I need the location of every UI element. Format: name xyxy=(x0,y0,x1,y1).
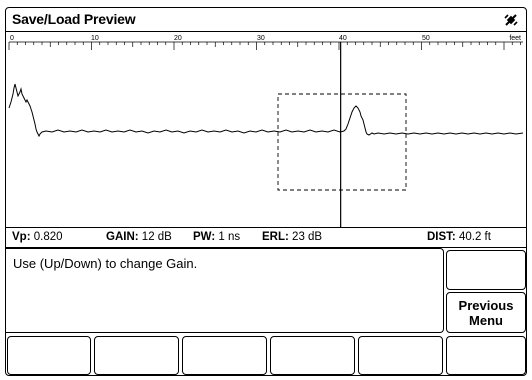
waveform-trace xyxy=(8,83,524,138)
scale-label-40: 40 xyxy=(339,35,347,42)
unit-label: feet xyxy=(509,35,521,42)
waveform-display[interactable]: 0 10 20 30 40 50 feet xyxy=(6,32,526,228)
gain-readout: GAIN: 12 dB xyxy=(106,231,172,243)
tdr-screen: Save/Load Preview 0 10 20 30 40 50 feet … xyxy=(5,7,527,376)
softkey-right-1[interactable] xyxy=(446,250,526,290)
message-area: Use (Up/Down) to change Gain. xyxy=(6,248,444,333)
softkey-bottom-6[interactable] xyxy=(446,336,526,375)
zoom-window[interactable] xyxy=(277,93,407,191)
scale-label-20: 20 xyxy=(174,35,182,42)
softkey-bottom-5[interactable] xyxy=(358,336,443,375)
pw-readout: PW: 1 ns xyxy=(193,231,241,243)
softkey-bottom-4[interactable] xyxy=(270,336,355,375)
title-bar: Save/Load Preview xyxy=(6,8,526,32)
lightning-plug-icon xyxy=(504,14,518,26)
erl-readout: ERL: 23 dB xyxy=(262,231,323,243)
scale-label-50: 50 xyxy=(422,35,430,42)
previous-menu-button[interactable]: Previous Menu xyxy=(446,292,526,333)
status-bar: Vp: 0.820 GAIN: 12 dB PW: 1 ns ERL: 23 d… xyxy=(6,228,526,248)
scale-label-30: 30 xyxy=(257,35,265,42)
help-message: Use (Up/Down) to change Gain. xyxy=(13,256,198,271)
softkey-bottom-3[interactable] xyxy=(182,336,267,375)
scale-label-10: 10 xyxy=(91,35,99,42)
vp-readout: Vp: 0.820 xyxy=(12,231,63,243)
softkey-bottom-2[interactable] xyxy=(94,336,179,375)
softkey-bottom-1[interactable] xyxy=(7,336,91,375)
waveform-svg: 0 10 20 30 40 50 feet xyxy=(8,35,524,228)
dist-readout: DIST: 40.2 ft xyxy=(427,231,491,243)
window-title: Save/Load Preview xyxy=(12,11,136,27)
scale-label-0: 0 xyxy=(10,35,14,42)
